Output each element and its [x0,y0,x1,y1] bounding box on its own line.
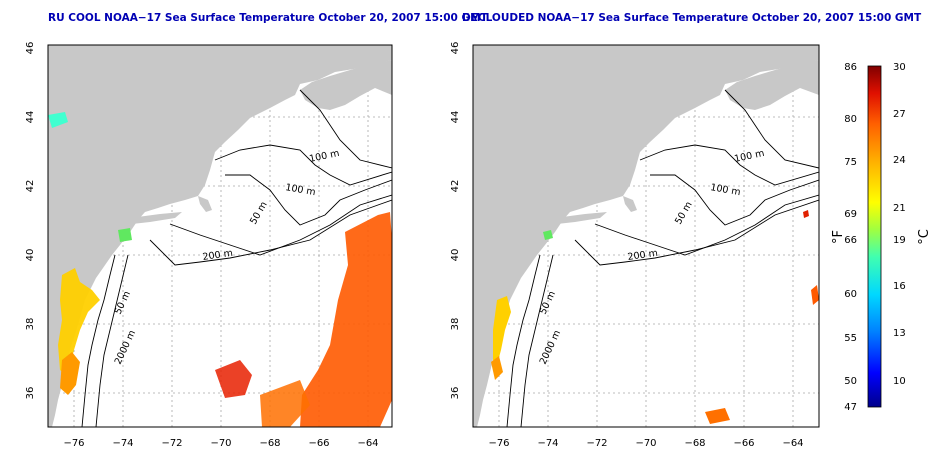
contour-label: 200 m [202,248,234,263]
y-tick-label: 46 [25,42,36,55]
gulf-stream-patch-east [300,212,392,427]
cape-cod [623,196,637,212]
y-tick-label: 42 [450,180,461,193]
long-island [555,212,607,224]
x-tick-label: −64 [357,438,378,449]
y-tick-label: 46 [450,42,461,55]
sst-pixels [48,112,392,427]
y-tick-label: 40 [450,249,461,262]
celsius-ticks: 30 27 24 21 19 16 13 10 [893,62,906,387]
x-tick-label: −72 [161,438,182,449]
chesapeake-warm-patch [493,296,511,365]
y-axis-ticks: 36 38 40 42 44 46 [450,42,461,400]
fahrenheit-label: °F [831,230,846,244]
y-tick-label: 36 [25,387,36,400]
isobath-contours [506,89,819,427]
celsius-tick: 21 [893,203,906,214]
nova-scotia-land [300,60,392,110]
y-tick-label: 44 [25,111,36,124]
long-island [130,212,182,224]
fahrenheit-ticks: 86 80 75 69 66 60 55 50 47 [844,62,857,413]
fahrenheit-tick: 47 [844,402,857,413]
coastal-green-patch [543,230,553,240]
temperature-colorbar: 86 80 75 69 66 60 55 50 47 30 27 24 21 1… [831,62,932,413]
x-axis-ticks: −76 −74 −72 −70 −68 −66 −64 [488,438,803,449]
y-tick-label: 44 [450,111,461,124]
panel-raw: RU COOL NOAA−17 Sea Surface Temperature … [25,12,489,449]
land-mass [48,45,392,427]
contour-label: 100 m [709,182,741,198]
panel-declouded: DECLOUDED NOAA−17 Sea Surface Temperatur… [450,12,922,449]
celsius-tick: 24 [893,155,906,166]
coastal-green-patch [118,228,132,242]
celsius-tick: 13 [893,328,906,339]
x-tick-label: −70 [635,438,656,449]
new-england-canada-land [48,45,392,427]
x-axis-ticks: −76 −74 −72 −70 −68 −66 −64 [63,438,378,449]
fahrenheit-tick: 55 [844,333,857,344]
y-tick-label: 38 [450,318,461,331]
gulf-stream-fragment [811,285,819,305]
x-tick-label: −70 [210,438,231,449]
gulf-stream-fragment [705,408,730,424]
x-tick-label: −68 [684,438,705,449]
fahrenheit-tick: 80 [844,114,857,125]
colorbar-gradient [867,65,882,408]
x-tick-label: −74 [112,438,133,449]
celsius-tick: 16 [893,281,906,292]
nova-scotia-land [725,60,819,110]
fahrenheit-tick: 66 [844,235,857,246]
gulf-stream-fragment [803,210,809,218]
y-axis-ticks: 36 38 40 42 44 46 [25,42,36,400]
y-tick-label: 42 [25,180,36,193]
celsius-label: °C [917,229,932,245]
celsius-tick: 10 [893,376,906,387]
panel-title: DECLOUDED NOAA−17 Sea Surface Temperatur… [462,12,922,24]
chesapeake-orange-patch [491,356,503,380]
cape-cod [198,196,212,212]
x-tick-label: −66 [308,438,329,449]
y-tick-label: 38 [25,318,36,331]
gulf-maine-cyan-patch [48,112,68,128]
chesapeake-warm-patch [58,268,100,375]
new-england-canada-land [473,45,819,427]
fahrenheit-tick: 50 [844,376,857,387]
contour-label: 100 m [284,182,316,198]
fahrenheit-tick: 86 [844,62,857,73]
land-mass: 100 m 100 m 50 m 200 m 50 m 2000 m [473,45,819,427]
x-tick-label: −72 [586,438,607,449]
celsius-tick: 19 [893,235,906,246]
fahrenheit-tick: 60 [844,289,857,300]
x-tick-label: −64 [782,438,803,449]
celsius-tick: 30 [893,62,906,73]
x-tick-label: −66 [733,438,754,449]
x-tick-label: −76 [63,438,84,449]
x-tick-label: −76 [488,438,509,449]
x-tick-label: −74 [537,438,558,449]
fahrenheit-tick: 69 [844,209,857,220]
chesapeake-orange-patch [60,352,80,395]
y-tick-label: 40 [25,249,36,262]
map-border [47,44,393,428]
gulf-stream-patch-south [260,380,310,427]
x-tick-label: −68 [259,438,280,449]
gulf-stream-patch-center [215,360,252,398]
fahrenheit-tick: 75 [844,157,857,168]
panel-title: RU COOL NOAA−17 Sea Surface Temperature … [48,12,489,24]
isobath-contours [81,89,392,427]
map-border [472,44,820,428]
contour-label: 200 m [627,248,659,263]
celsius-tick: 27 [893,109,906,120]
y-tick-label: 36 [450,387,461,400]
